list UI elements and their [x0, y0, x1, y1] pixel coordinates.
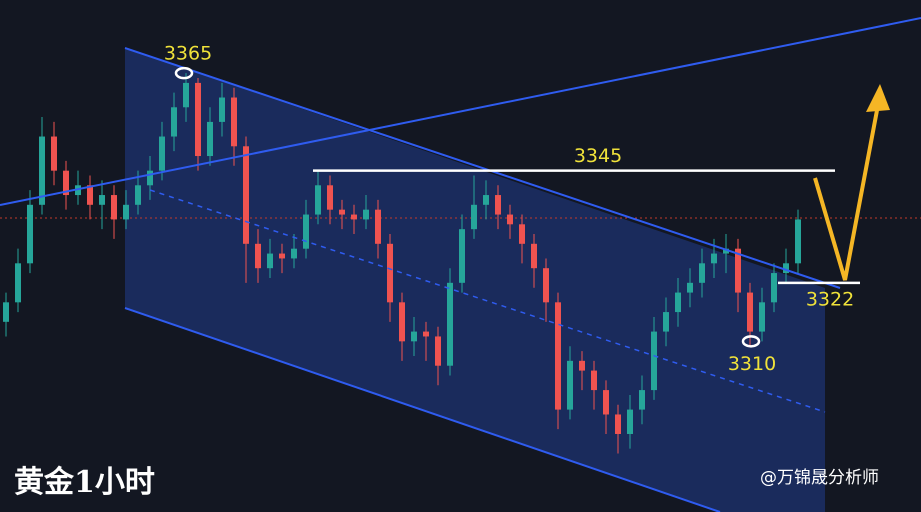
candle-body	[363, 209, 369, 220]
candle-body	[495, 195, 501, 215]
candle-body	[675, 292, 681, 313]
candle-body	[207, 121, 213, 157]
candle-body	[303, 214, 309, 249]
candle-body	[447, 282, 453, 366]
candle-body	[111, 195, 117, 220]
candle-body	[699, 263, 705, 283]
source: @万锦晟分析师	[760, 468, 879, 488]
candle-body	[267, 253, 273, 269]
candle-body	[327, 185, 333, 210]
candle-body	[795, 219, 801, 264]
trend-line	[0, 17, 921, 206]
candle-body	[375, 209, 381, 244]
candle-body	[423, 331, 429, 337]
level-label: 3310	[728, 353, 776, 375]
channel-mid	[149, 189, 826, 413]
candle-body	[579, 360, 585, 371]
candle-body	[531, 243, 537, 269]
level-marker	[741, 335, 761, 348]
candle-body	[543, 268, 549, 303]
candle-body	[351, 214, 357, 220]
candle-body	[171, 107, 177, 137]
candle-body	[639, 390, 645, 410]
candle-body	[183, 82, 189, 108]
candle-body	[123, 204, 129, 220]
candle-body	[615, 414, 621, 434]
channel-upper	[124, 47, 841, 289]
candle-body	[291, 248, 297, 259]
candle-body	[471, 204, 477, 230]
candle-body	[567, 360, 573, 410]
chart-title: 黄金1小时	[14, 465, 155, 500]
candle-body	[687, 282, 693, 293]
channel-fill	[125, 48, 825, 512]
candle-body	[435, 336, 441, 366]
candle-body	[99, 195, 105, 205]
forecast-arrow	[813, 104, 880, 281]
candles	[3, 73, 801, 454]
candle-body	[231, 97, 237, 147]
candle-body	[195, 82, 201, 157]
candle-body	[3, 302, 9, 322]
candle-body	[255, 243, 261, 269]
candle-body	[507, 214, 513, 225]
candle-body	[627, 409, 633, 434]
candle-body	[735, 248, 741, 293]
candle-body	[243, 146, 249, 244]
candle-body	[519, 224, 525, 244]
candle-body	[87, 185, 93, 205]
channel-lower	[124, 307, 721, 512]
candle-body	[591, 370, 597, 391]
candle-body	[663, 312, 669, 332]
candle-body	[39, 136, 45, 205]
candle-body	[771, 273, 777, 303]
candle-body	[51, 136, 57, 171]
candle-body	[747, 292, 753, 332]
candle-body	[279, 253, 285, 259]
levels: 3365 3345 3322 3310	[164, 43, 860, 375]
candle-body	[339, 209, 345, 215]
level-label: 3345	[574, 145, 622, 167]
candle-body	[159, 136, 165, 171]
candle-body	[783, 263, 789, 274]
candle-body	[147, 170, 153, 186]
candle-body	[15, 263, 21, 303]
candle-body	[411, 331, 417, 342]
level-marker	[174, 66, 194, 80]
candle-body	[603, 390, 609, 415]
candle-body	[723, 248, 729, 254]
candle-body	[555, 302, 561, 410]
candle-body	[483, 195, 489, 205]
level-label: 3322	[806, 288, 854, 310]
candle-body	[135, 185, 141, 205]
candle-body	[27, 204, 33, 264]
candle-body	[711, 253, 717, 264]
candle-body	[759, 302, 765, 332]
candle-body	[399, 302, 405, 342]
candle-body	[219, 97, 225, 122]
candle-body	[63, 170, 69, 196]
arrow-head	[866, 84, 890, 112]
candle-body	[387, 243, 393, 303]
candle-body	[651, 331, 657, 391]
level-label: 3365	[164, 43, 212, 65]
candle-body	[315, 185, 321, 215]
candle-body	[459, 229, 465, 283]
